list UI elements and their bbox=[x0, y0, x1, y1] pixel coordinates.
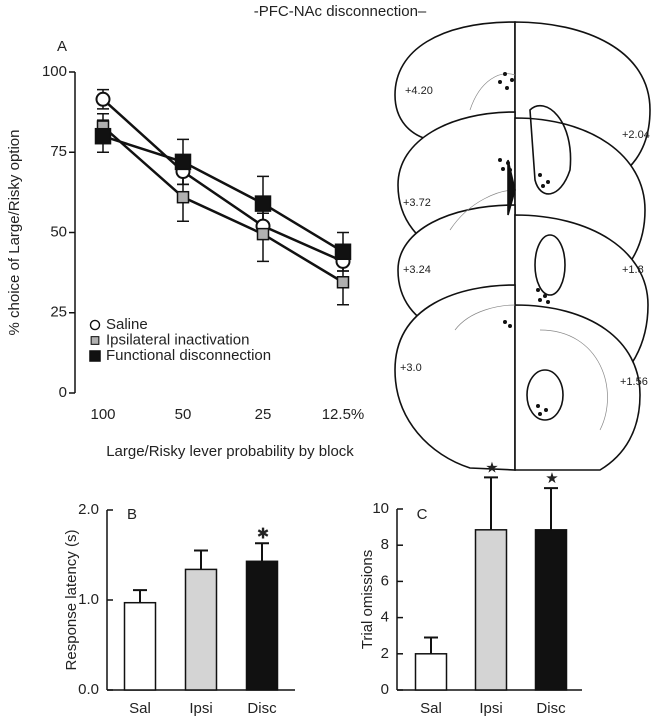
y-tick-label: 6 bbox=[381, 572, 389, 589]
y-tick-label: 4 bbox=[381, 609, 389, 626]
significance-marker: ★ bbox=[485, 459, 498, 476]
series-line bbox=[102, 98, 344, 263]
x-tick-label: Ipsi bbox=[189, 700, 212, 717]
x-tick-label: 12.5% bbox=[322, 406, 365, 423]
data-point bbox=[334, 243, 352, 261]
y-axis-label: Trial omissions bbox=[359, 550, 376, 649]
y-tick-label: 1.0 bbox=[78, 591, 99, 608]
data-point bbox=[254, 195, 272, 212]
x-tick-label: 100 bbox=[90, 406, 115, 423]
x-tick-label: 50 bbox=[175, 406, 192, 423]
bar bbox=[245, 560, 279, 691]
bar bbox=[123, 601, 157, 691]
significance-marker: ✱ bbox=[257, 525, 270, 542]
legend-label: Functional disconnection bbox=[106, 347, 271, 364]
legend-label: Saline bbox=[106, 316, 148, 333]
panel-letter: B bbox=[127, 506, 137, 523]
data-point bbox=[174, 153, 192, 171]
y-tick-label: 2.0 bbox=[78, 501, 99, 518]
data-point bbox=[336, 276, 350, 289]
legend-marker bbox=[90, 336, 100, 345]
error-bar bbox=[255, 542, 269, 562]
atlas-label: +2.04 bbox=[622, 129, 650, 141]
figure-title: -PFC-NAc disconnection– bbox=[254, 3, 427, 20]
atlas-label: +1.8 bbox=[622, 264, 644, 276]
series-line bbox=[102, 125, 344, 284]
panel-letter: A bbox=[57, 38, 67, 55]
y-tick-label: 25 bbox=[50, 304, 67, 321]
x-tick-label: 25 bbox=[255, 406, 272, 423]
significance-marker: ★ bbox=[545, 470, 558, 487]
y-tick-label: 2 bbox=[381, 645, 389, 662]
error-bar bbox=[484, 476, 498, 530]
y-tick-label: 0 bbox=[381, 681, 389, 698]
y-tick-label: 100 bbox=[42, 63, 67, 80]
x-tick-label: Sal bbox=[129, 700, 151, 717]
data-point bbox=[94, 127, 112, 145]
error-bar bbox=[133, 589, 147, 603]
x-tick-label: Sal bbox=[420, 700, 442, 717]
atlas-label: +3.24 bbox=[403, 264, 431, 276]
error-bar bbox=[544, 487, 558, 530]
legend-label: Ipsilateral inactivation bbox=[106, 331, 249, 348]
atlas-label: +4.20 bbox=[405, 85, 433, 97]
y-tick-label: 8 bbox=[381, 536, 389, 553]
y-tick-label: 50 bbox=[50, 223, 67, 240]
legend-marker bbox=[89, 350, 101, 362]
y-tick-label: 0.0 bbox=[78, 681, 99, 698]
atlas-label: +3.72 bbox=[403, 197, 431, 209]
data-point bbox=[256, 227, 270, 241]
x-tick-label: Disc bbox=[536, 700, 566, 717]
atlas-label: +3.0 bbox=[400, 362, 422, 374]
error-bar bbox=[424, 636, 438, 654]
bar bbox=[474, 529, 508, 691]
bar bbox=[184, 568, 218, 691]
series-line bbox=[102, 135, 344, 253]
legend-marker bbox=[89, 319, 101, 331]
bar bbox=[414, 653, 448, 691]
panel-letter: C bbox=[417, 506, 428, 523]
x-axis-label: Large/Risky lever probability by block bbox=[106, 443, 354, 460]
bar bbox=[534, 529, 568, 691]
x-tick-label: Disc bbox=[247, 700, 277, 717]
atlas-label: +1.56 bbox=[620, 376, 648, 388]
brain-atlas: +4.20 +2.04 +3.72 +3.24 +1.8 +3.0 +1.56 bbox=[394, 21, 651, 471]
y-tick-label: 75 bbox=[50, 143, 67, 160]
y-axis-label: % choice of Large/Risky option bbox=[6, 130, 23, 336]
data-point bbox=[95, 91, 111, 107]
y-tick-label: 0 bbox=[59, 384, 67, 401]
data-point bbox=[176, 190, 190, 204]
error-bar bbox=[194, 549, 208, 570]
x-tick-label: Ipsi bbox=[479, 700, 502, 717]
y-axis-label: Response latency (s) bbox=[63, 530, 80, 671]
y-tick-label: 10 bbox=[372, 500, 389, 517]
